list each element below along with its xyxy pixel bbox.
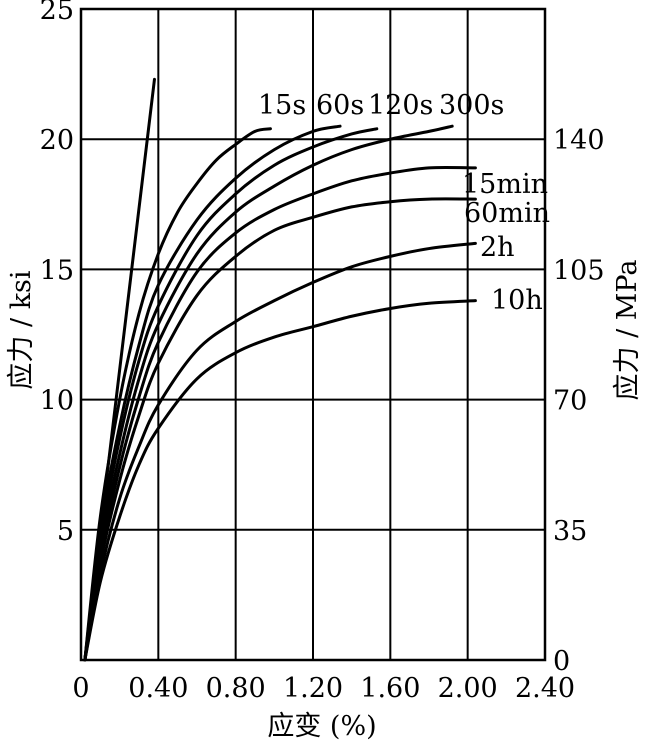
grid [81,9,545,660]
curve-label-15min: 15min [462,169,548,200]
x-tick-label: 2.00 [438,673,498,704]
axis-titles: 应变 (%) 应力 / ksi 应力 / MPa [6,260,643,742]
curve-15s [83,127,272,662]
curve-10h [83,299,477,662]
y-left-tick-label: 5 [57,516,74,547]
y-left-tick-label: 20 [40,125,74,156]
curve-60min [83,197,477,662]
y-right-tick-label: 140 [553,125,605,156]
curve-120s [83,127,379,662]
curve-2h [83,241,477,662]
x-tick-label: 2.40 [515,673,575,704]
curve-300s [83,124,454,662]
y-right-tick-label: 35 [553,516,587,547]
y-left-tick-label: 10 [40,386,74,417]
y-right-tick-label: 70 [553,386,587,417]
plot-frame [79,7,547,662]
y-axis-right-title: 应力 / MPa [612,260,643,401]
y-left-tick-label: 15 [40,255,74,286]
curve-label-15s: 15s [258,90,306,121]
tick-labels: 0 0.40 0.80 1.20 1.60 2.00 2.40 5 10 15 20 25 0 35 70 1… [40,0,605,704]
y-left-tick-label: 25 [40,0,74,26]
x-tick-label: 0.80 [206,673,266,704]
curve-60s [83,124,342,662]
y-right-tick-label: 0 [553,646,570,677]
curve-label-300s: 300s [439,90,504,121]
x-axis-title: 应变 (%) [267,711,376,742]
curve-label-60min: 60min [464,198,550,229]
series-lines [83,77,477,662]
y-axis-left-title: 应力 / ksi [6,270,37,389]
x-tick-label: 0.40 [128,673,188,704]
y-right-tick-label: 105 [553,255,605,286]
plot-border [79,7,547,662]
curve-label-120s: 120s [368,90,433,121]
curve-15min [83,165,477,662]
x-tick-label: 1.60 [360,673,420,704]
curve-label-60s: 60s [316,90,364,121]
x-tick-label: 1.20 [283,673,343,704]
x-tick-label: 0 [72,673,89,704]
curve-label-10h: 10h [491,285,543,316]
curve-label-2h: 2h [480,232,515,263]
